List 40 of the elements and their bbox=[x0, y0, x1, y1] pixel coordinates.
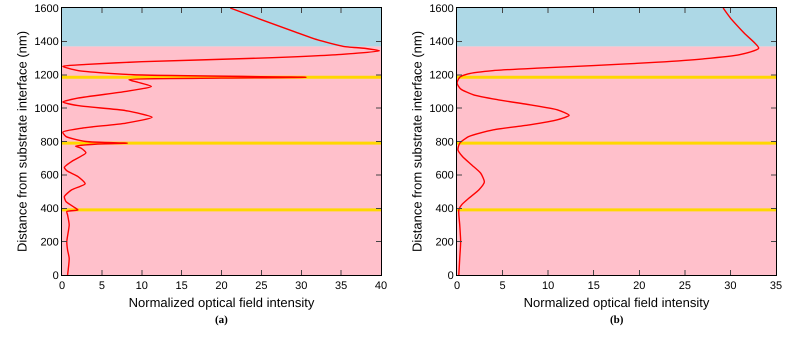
x-tick-label: 5 bbox=[98, 280, 105, 292]
y-tick-label: 400 bbox=[435, 203, 454, 216]
x-tick-label: 30 bbox=[295, 280, 308, 292]
y-tick-label: 1400 bbox=[429, 36, 454, 48]
y-tick-label: 200 bbox=[435, 236, 454, 248]
y-tick-label: 1600 bbox=[429, 2, 454, 15]
y-tick-label: 400 bbox=[40, 203, 59, 216]
x-tick-label: 15 bbox=[588, 280, 600, 292]
y-tick-label: 600 bbox=[435, 170, 454, 182]
x-tick-label: 30 bbox=[724, 280, 737, 292]
x-tick-label: 5 bbox=[500, 280, 506, 292]
y-tick-label: 1600 bbox=[34, 2, 59, 15]
x-tick-label: 35 bbox=[335, 280, 348, 292]
line-series bbox=[457, 8, 760, 275]
x-tick-label: 15 bbox=[176, 280, 188, 292]
x-tick-label: 40 bbox=[374, 280, 388, 292]
x-tick-label: 10 bbox=[136, 280, 148, 292]
text: (a) bbox=[215, 314, 228, 326]
y-axis-title: Distance from substrate interface (nm) bbox=[409, 30, 424, 252]
y-tick-label: 1400 bbox=[34, 36, 59, 48]
y-tick-label: 600 bbox=[40, 170, 59, 182]
x-tick-label: 25 bbox=[255, 280, 268, 292]
y-tick-label: 1200 bbox=[34, 70, 59, 82]
x-tick-label: 20 bbox=[633, 280, 646, 292]
y-tick-label: 200 bbox=[40, 236, 59, 248]
x-tick-label: 25 bbox=[678, 280, 691, 292]
y-tick-label: 0 bbox=[52, 270, 59, 282]
y-tick-label: 1200 bbox=[429, 70, 454, 82]
x-axis-title: Normalized optical field intensity bbox=[524, 294, 710, 310]
y-tick-label: 1000 bbox=[34, 102, 59, 115]
x-tick-label: 35 bbox=[770, 280, 782, 292]
x-tick-label: 10 bbox=[542, 280, 554, 292]
x-tick-label: 20 bbox=[215, 280, 228, 292]
x-axis-title: Normalized optical field intensity bbox=[128, 294, 315, 310]
y-tick-label: 1000 bbox=[429, 102, 454, 115]
y-tick-label: 800 bbox=[40, 136, 59, 148]
text: (b) bbox=[610, 314, 624, 326]
y-axis-title: Distance from substrate interface (nm) bbox=[14, 30, 30, 252]
y-tick-label: 0 bbox=[448, 270, 454, 282]
y-tick-label: 800 bbox=[435, 136, 454, 148]
